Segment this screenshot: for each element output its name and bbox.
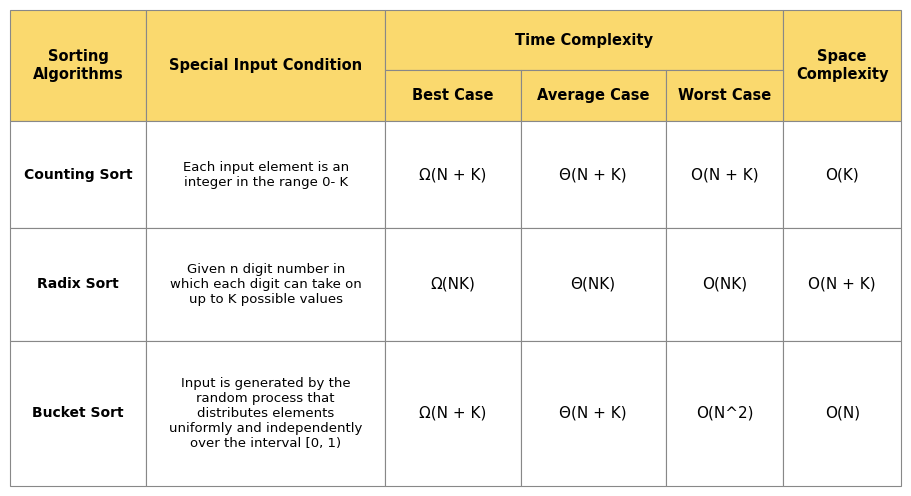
Text: O(K): O(K)	[825, 167, 859, 183]
Text: Radix Sort: Radix Sort	[37, 277, 119, 292]
Bar	[520, 70, 666, 121]
Text: Space
Complexity: Space Complexity	[796, 50, 888, 82]
Text: Best Case: Best Case	[412, 88, 494, 103]
Bar	[385, 341, 520, 486]
Text: Θ(NK): Θ(NK)	[570, 277, 616, 292]
Bar	[520, 228, 666, 341]
Text: Each input element is an
integer in the range 0- K: Each input element is an integer in the …	[182, 161, 349, 189]
Bar	[666, 341, 783, 486]
Text: Special Input Condition: Special Input Condition	[169, 58, 363, 73]
Bar	[520, 121, 666, 228]
Bar	[10, 10, 147, 121]
Text: Time Complexity: Time Complexity	[516, 33, 653, 48]
Bar	[783, 10, 901, 121]
Text: O(N + K): O(N + K)	[691, 167, 758, 183]
Text: O(N + K): O(N + K)	[808, 277, 876, 292]
Text: Θ(N + K): Θ(N + K)	[559, 167, 627, 183]
Text: Ω(N + K): Ω(N + K)	[419, 406, 486, 421]
Text: O(NK): O(NK)	[702, 277, 747, 292]
Bar	[147, 341, 385, 486]
Bar	[147, 121, 385, 228]
Bar	[520, 341, 666, 486]
Bar	[385, 10, 783, 70]
Text: Ω(N + K): Ω(N + K)	[419, 167, 486, 183]
Bar	[10, 121, 147, 228]
Bar	[666, 121, 783, 228]
Text: Given n digit number in
which each digit can take on
up to K possible values: Given n digit number in which each digit…	[169, 263, 362, 306]
Text: Ω(NK): Ω(NK)	[430, 277, 476, 292]
Bar	[666, 228, 783, 341]
Bar	[783, 121, 901, 228]
Bar	[783, 341, 901, 486]
Text: Θ(N + K): Θ(N + K)	[559, 406, 627, 421]
Bar	[147, 228, 385, 341]
Bar	[385, 121, 520, 228]
Bar	[10, 228, 147, 341]
Text: O(N): O(N)	[824, 406, 860, 421]
Text: Average Case: Average Case	[537, 88, 650, 103]
Text: Input is generated by the
random process that
distributes elements
uniformly and: Input is generated by the random process…	[169, 377, 363, 450]
Bar	[666, 70, 783, 121]
Bar	[385, 228, 520, 341]
Text: O(N^2): O(N^2)	[696, 406, 753, 421]
Text: Sorting
Algorithms: Sorting Algorithms	[33, 50, 124, 82]
Bar	[385, 70, 520, 121]
Bar	[147, 10, 385, 121]
Text: Worst Case: Worst Case	[678, 88, 772, 103]
Bar	[10, 341, 147, 486]
Text: Counting Sort: Counting Sort	[24, 168, 132, 182]
Bar	[783, 228, 901, 341]
Text: Bucket Sort: Bucket Sort	[33, 406, 124, 420]
